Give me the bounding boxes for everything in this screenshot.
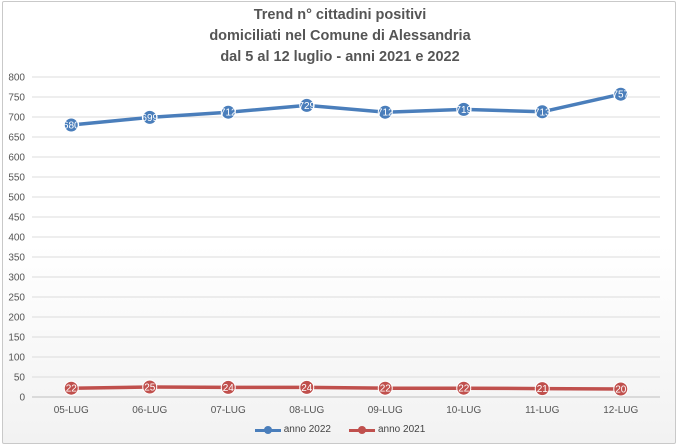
x-tick-label: 06-LUG — [132, 405, 167, 416]
data-point-marker — [63, 380, 79, 396]
data-label: 22 — [380, 384, 392, 395]
data-point-marker — [377, 104, 393, 120]
y-tick-label: 250 — [8, 293, 25, 304]
legend-swatch-2021 — [349, 425, 375, 435]
data-label: 20 — [615, 385, 627, 396]
data-label: 699 — [141, 113, 158, 124]
data-point-marker — [534, 104, 550, 120]
y-tick-label: 350 — [8, 253, 25, 264]
y-axis-ticks: 0 50 100 150 200 250 300 350 400 450 500 550 600 650 7… — [8, 73, 25, 404]
data-point-marker — [220, 379, 236, 395]
y-tick-label: 550 — [8, 173, 25, 184]
data-point-marker — [299, 379, 315, 395]
data-label: 25 — [144, 383, 156, 394]
data-label: 757 — [612, 90, 629, 101]
y-tick-label: 450 — [8, 213, 25, 224]
legend: anno 2022 anno 2021 — [0, 424, 680, 435]
x-tick-label: 10-LUG — [446, 405, 481, 416]
data-point-marker — [220, 104, 236, 120]
legend-marker-2021 — [358, 425, 366, 434]
legend-label-2022: anno 2022 — [283, 424, 331, 435]
y-tick-label: 800 — [8, 73, 25, 84]
series-0: 680 699 712 729 712 719 713 757 — [63, 86, 630, 133]
y-tick-label: 500 — [8, 193, 25, 204]
y-tick-label: 100 — [8, 353, 25, 364]
gridlines — [32, 76, 660, 398]
legend-swatch-2022 — [254, 425, 281, 435]
y-tick-label: 150 — [8, 333, 25, 344]
data-label: 22 — [66, 384, 78, 395]
x-tick-label: 09-LUG — [368, 405, 403, 416]
x-tick-label: 12-LUG — [603, 405, 638, 416]
y-tick-label: 600 — [8, 153, 25, 164]
y-tick-label: 750 — [8, 93, 25, 104]
data-point-marker — [142, 379, 158, 395]
x-axis-ticks: 05-LUG 06-LUG 07-LUG 08-LUG 09-LUG 10-LUG 11-L… — [54, 405, 639, 416]
data-point-marker — [613, 86, 629, 102]
data-point-marker — [456, 101, 472, 117]
data-point-marker — [613, 381, 629, 397]
data-label: 713 — [534, 107, 551, 118]
x-tick-label: 08-LUG — [289, 405, 324, 416]
data-label: 712 — [220, 108, 237, 119]
series-layer: 680 699 712 729 712 719 713 757 22 25 24 24 22 22 21 20 — [63, 86, 630, 397]
y-tick-label: 0 — [19, 393, 25, 404]
data-label: 24 — [301, 383, 313, 394]
data-label: 22 — [458, 384, 470, 395]
chart-title-line-3: dal 5 al 12 luglio - anni 2021 e 2022 — [220, 49, 460, 65]
x-tick-label: 05-LUG — [54, 405, 89, 416]
data-point-marker — [534, 381, 550, 397]
y-tick-label: 700 — [8, 113, 25, 124]
data-label: 729 — [298, 101, 315, 112]
data-point-marker — [299, 97, 315, 113]
y-tick-label: 50 — [14, 373, 26, 384]
legend-item-2022: anno 2022 — [254, 424, 331, 435]
x-tick-label: 07-LUG — [211, 405, 246, 416]
data-label: 24 — [223, 383, 235, 394]
legend-item-2021: anno 2021 — [349, 424, 425, 435]
x-tick-label: 11-LUG — [525, 405, 559, 416]
legend-label-2021: anno 2021 — [378, 424, 426, 435]
y-tick-label: 200 — [8, 313, 25, 324]
data-label: 680 — [63, 121, 80, 132]
y-tick-label: 400 — [8, 233, 25, 244]
legend-marker-2022 — [263, 425, 272, 434]
chart-title-line-1: Trend n° cittadini positivi — [253, 7, 427, 23]
series-line — [69, 92, 623, 127]
data-label: 719 — [455, 105, 472, 116]
y-tick-label: 650 — [8, 133, 25, 144]
data-point-marker — [63, 117, 79, 133]
series-line — [69, 385, 623, 391]
series-1: 22 25 24 24 22 22 21 20 — [63, 379, 629, 397]
y-tick-label: 300 — [8, 273, 25, 284]
data-label: 21 — [537, 384, 549, 395]
data-point-marker — [456, 380, 472, 396]
chart-title-line-2: domiciliati nel Comune di Alessandria — [209, 28, 471, 44]
data-label: 712 — [377, 108, 394, 119]
data-point-marker — [377, 380, 393, 396]
data-point-marker — [142, 109, 158, 125]
